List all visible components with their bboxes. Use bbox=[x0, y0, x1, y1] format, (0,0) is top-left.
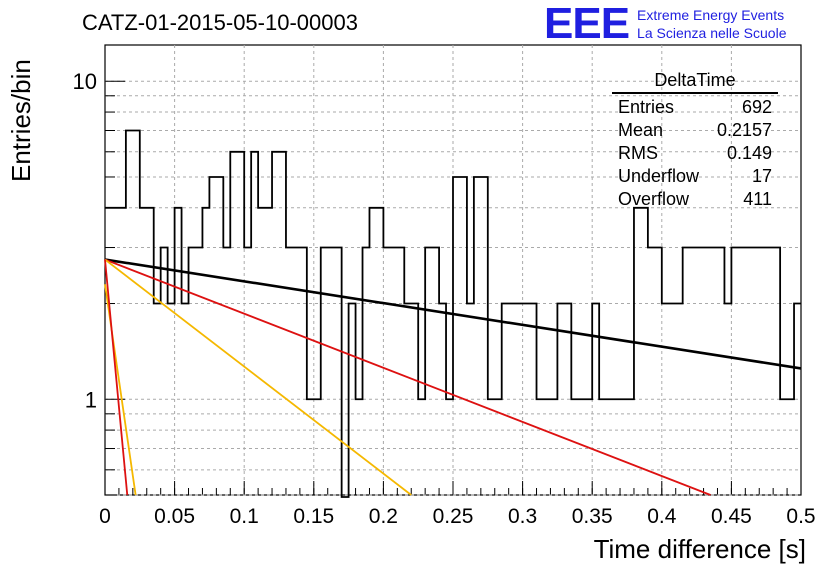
stats-box: DeltaTime Entries 692 Mean 0.2157 RMS 0.149 Un… bbox=[612, 70, 778, 211]
stats-label: Underflow bbox=[618, 166, 700, 186]
stats-row: Underflow 17 bbox=[612, 165, 778, 188]
fit-curve bbox=[104, 258, 412, 496]
stats-label: Mean bbox=[618, 120, 664, 140]
stats-label: Entries bbox=[618, 97, 675, 117]
logo-line-1: Extreme Energy Events bbox=[637, 7, 785, 23]
logo-text: Extreme Energy Events La Scienza nelle S… bbox=[637, 6, 786, 42]
stats-label: RMS bbox=[618, 143, 658, 163]
logo-mark: EEE bbox=[544, 0, 630, 48]
chart-title: CATZ-01-2015-05-10-00003 bbox=[82, 10, 358, 35]
x-tick-label: 0.15 bbox=[293, 505, 334, 528]
x-tick-label: 0.25 bbox=[433, 505, 474, 528]
stats-row: Mean 0.2157 bbox=[612, 119, 778, 142]
stats-label: Overflow bbox=[618, 189, 690, 209]
stats-title: DeltaTime bbox=[612, 70, 778, 94]
stats-value: 0.149 bbox=[726, 143, 772, 163]
stats-row: Entries 692 bbox=[612, 96, 778, 119]
stats-value: 17 bbox=[751, 166, 772, 186]
stats-row: Overflow 411 bbox=[612, 188, 778, 211]
x-axis-label: Time difference [s] bbox=[593, 534, 806, 564]
x-tick-label: 0.2 bbox=[369, 505, 398, 528]
x-tick-label: 0.4 bbox=[647, 505, 677, 528]
y-tick-label: 1 bbox=[85, 387, 97, 412]
x-tick-label: 0.3 bbox=[508, 505, 537, 528]
x-tick-label: 0.5 bbox=[786, 505, 815, 528]
stats-value: 411 bbox=[743, 189, 772, 209]
fit-curve bbox=[104, 258, 711, 496]
logo-line-2: La Scienza nelle Scuole bbox=[637, 25, 787, 41]
eee-logo: EEE Extreme Energy Events La Scienza nel… bbox=[544, 0, 786, 48]
histogram-line bbox=[105, 129, 801, 498]
x-tick-label: 0.45 bbox=[711, 505, 752, 528]
fit-curve bbox=[104, 259, 129, 496]
x-tick-label: 0.1 bbox=[230, 505, 259, 528]
x-tick-label: 0 bbox=[99, 505, 111, 528]
x-tick-label: 0.05 bbox=[154, 505, 195, 528]
fit-curve bbox=[104, 258, 802, 370]
x-tick-label: 0.35 bbox=[572, 505, 613, 528]
stats-value: 0.2157 bbox=[716, 120, 772, 140]
stats-row: RMS 0.149 bbox=[612, 142, 778, 165]
y-tick-label: 10 bbox=[73, 69, 97, 94]
stats-value: 692 bbox=[741, 97, 772, 117]
